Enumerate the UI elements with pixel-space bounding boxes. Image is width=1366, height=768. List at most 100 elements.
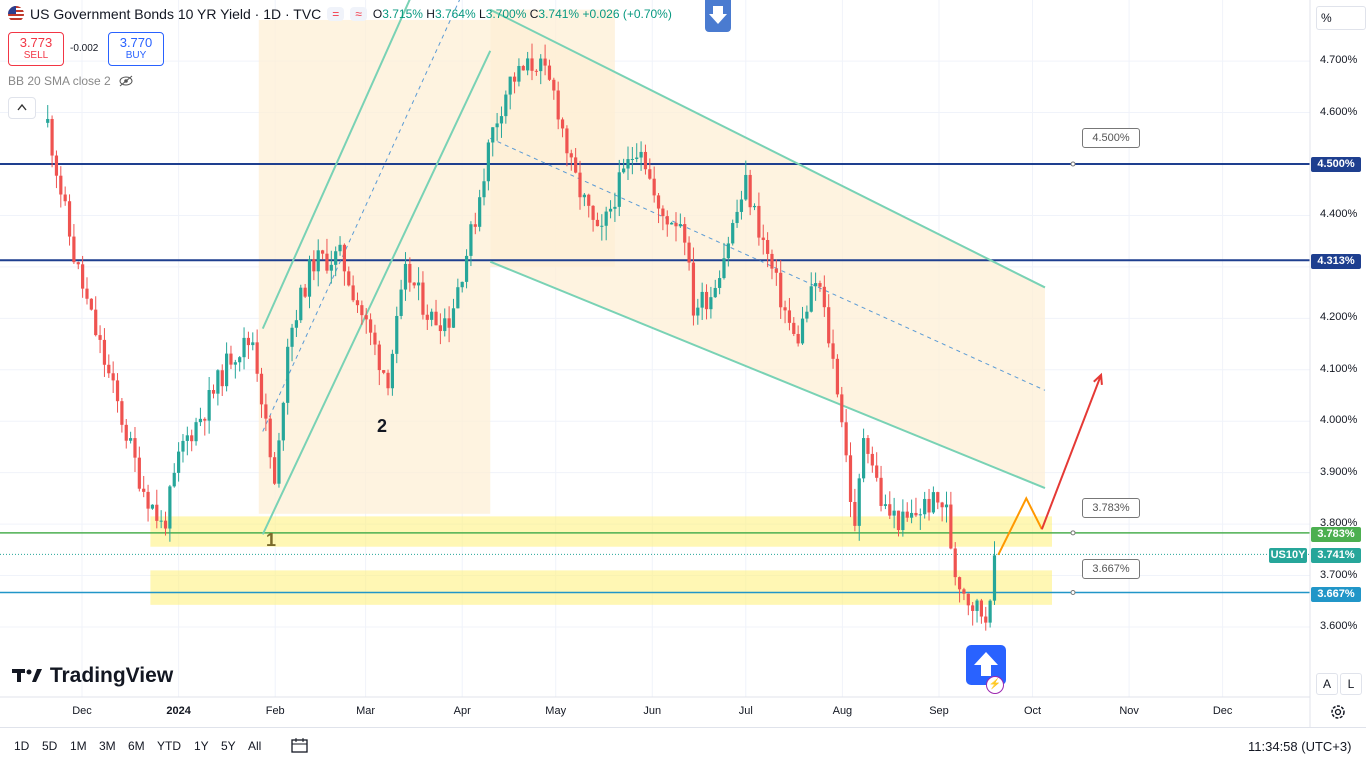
projection-arrowhead bbox=[1093, 372, 1103, 385]
candle-body bbox=[142, 488, 146, 492]
tv-logo-icon bbox=[12, 669, 42, 682]
scroll-top-button[interactable] bbox=[705, 0, 731, 32]
ascending-channel-top bbox=[261, 0, 411, 330]
buy-button[interactable]: 3.770 BUY bbox=[108, 32, 164, 66]
candle-body bbox=[351, 285, 355, 301]
callout-anchor bbox=[1070, 530, 1076, 536]
candle-body bbox=[979, 600, 983, 617]
candle-body bbox=[665, 216, 669, 225]
candle-body bbox=[163, 520, 168, 529]
sell-button[interactable]: 3.773 SELL bbox=[8, 32, 64, 66]
candle-body bbox=[787, 310, 792, 323]
candle-body bbox=[648, 169, 652, 179]
timeframe-5d[interactable]: 5D bbox=[42, 739, 58, 753]
collapse-legend-button[interactable] bbox=[8, 97, 36, 119]
candle-body bbox=[748, 174, 752, 208]
candle-body bbox=[238, 357, 242, 363]
candle-body bbox=[914, 512, 918, 516]
candle-body bbox=[844, 422, 848, 456]
candle-body bbox=[635, 157, 639, 159]
indicator-label: BB 20 SMA close 2 bbox=[8, 74, 111, 88]
candle-body bbox=[408, 263, 412, 283]
candle-body bbox=[521, 65, 525, 71]
candle-body bbox=[896, 510, 901, 531]
candle-body bbox=[54, 155, 59, 176]
wave-marker-2: 2 bbox=[377, 416, 388, 436]
candle-body bbox=[194, 422, 198, 442]
time-tick-label: Jun bbox=[643, 705, 662, 717]
logo-text: TradingView bbox=[49, 664, 174, 687]
candle-body bbox=[704, 291, 709, 310]
candle-body bbox=[325, 253, 329, 271]
timeframe-ytd[interactable]: YTD bbox=[157, 739, 181, 753]
price-chart[interactable] bbox=[0, 0, 1366, 727]
candle-body bbox=[643, 151, 648, 170]
candle-body bbox=[774, 268, 778, 273]
symbol-title[interactable]: US Government Bonds 10 YR Yield · 1D · T… bbox=[30, 6, 322, 22]
candle-body bbox=[438, 325, 442, 332]
candle-body bbox=[233, 362, 237, 365]
candle-body bbox=[364, 315, 368, 320]
time-tick-label: Mar bbox=[356, 705, 376, 717]
candle-body bbox=[150, 504, 155, 509]
time-tick-label: May bbox=[545, 705, 567, 717]
candle-body bbox=[290, 327, 294, 347]
chevron-up-icon bbox=[17, 103, 27, 111]
candle-body bbox=[242, 337, 246, 358]
candle-body bbox=[761, 237, 765, 241]
candle-body bbox=[181, 440, 185, 452]
candle-body bbox=[691, 262, 696, 316]
candle-body bbox=[334, 251, 338, 265]
price-tick-label: 4.200% bbox=[1320, 311, 1358, 324]
candle-body bbox=[373, 332, 377, 345]
candle-body bbox=[613, 206, 617, 209]
candle-body bbox=[552, 79, 556, 91]
candle-body bbox=[390, 353, 394, 389]
clock[interactable]: 11:34:58 (UTC+3) bbox=[1248, 739, 1352, 754]
calendar-range-icon[interactable] bbox=[290, 736, 310, 754]
level-tag-4313: 4.313% bbox=[1311, 254, 1361, 269]
candle-body bbox=[792, 322, 796, 334]
auto-scale-button[interactable]: A bbox=[1316, 673, 1338, 695]
candle-body bbox=[696, 307, 700, 316]
compare-icon[interactable]: = bbox=[327, 7, 345, 21]
candle-body bbox=[94, 309, 98, 336]
candle-body bbox=[111, 373, 115, 381]
timeframe-1d[interactable]: 1D bbox=[14, 739, 30, 753]
candle-body bbox=[875, 465, 879, 478]
candle-body bbox=[229, 353, 233, 365]
candle-body bbox=[172, 472, 176, 487]
timeframe-3m[interactable]: 3M bbox=[99, 739, 116, 753]
support-zone-1 bbox=[150, 516, 1052, 547]
candle-body bbox=[129, 438, 133, 441]
candle-body bbox=[744, 174, 748, 200]
candle-body bbox=[425, 314, 429, 320]
timeframe-1y[interactable]: 1Y bbox=[194, 739, 209, 753]
candle-body bbox=[800, 318, 805, 344]
timeframe-5y[interactable]: 5Y bbox=[221, 739, 236, 753]
candle-body bbox=[944, 504, 949, 508]
candle-body bbox=[713, 287, 717, 298]
timeframe-6m[interactable]: 6M bbox=[128, 739, 145, 753]
approx-icon[interactable]: ≈ bbox=[350, 7, 367, 21]
candle-body bbox=[416, 282, 421, 286]
candle-body bbox=[386, 372, 390, 389]
candle-body bbox=[582, 194, 586, 198]
time-tick-label: Sep bbox=[929, 705, 949, 717]
axis-unit[interactable]: % bbox=[1316, 6, 1366, 30]
timeframe-all[interactable]: All bbox=[248, 739, 262, 753]
candle-body bbox=[124, 424, 128, 441]
candle-body bbox=[342, 244, 347, 272]
lightning-icon[interactable]: ⚡ bbox=[986, 676, 1004, 694]
indicator-legend[interactable]: BB 20 SMA close 2 bbox=[8, 74, 133, 88]
candle-body bbox=[656, 195, 661, 209]
price-tick-label: 4.000% bbox=[1320, 414, 1358, 427]
timeframe-1m[interactable]: 1M bbox=[70, 739, 87, 753]
settings-gear-icon[interactable] bbox=[1329, 703, 1347, 721]
price-tick-label: 3.600% bbox=[1320, 619, 1358, 632]
candle-body bbox=[709, 297, 713, 310]
candle-body bbox=[355, 300, 360, 306]
eye-off-icon[interactable] bbox=[119, 75, 133, 87]
candle-body bbox=[883, 504, 888, 506]
log-scale-button[interactable]: L bbox=[1340, 673, 1362, 695]
